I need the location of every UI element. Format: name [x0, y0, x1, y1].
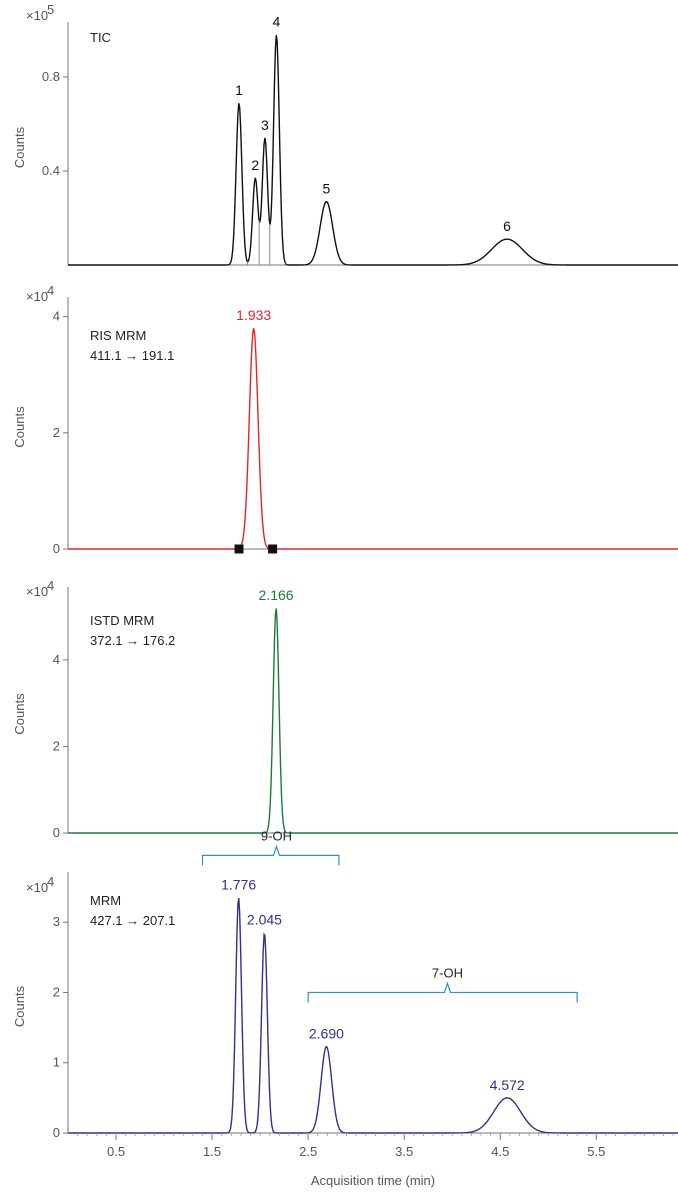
- y-tick-label: 0: [53, 825, 60, 840]
- y-multiplier: ×10: [26, 289, 48, 304]
- panel-title: TIC: [90, 30, 111, 45]
- peak-label: 2.690: [309, 1026, 344, 1042]
- y-tick-label: 2: [53, 738, 60, 753]
- y-axis-label: Counts: [12, 126, 27, 168]
- x-tick-label: 3.5: [395, 1144, 413, 1159]
- y-multiplier-exponent: 4: [47, 874, 54, 889]
- y-tick-label: 0: [53, 1125, 60, 1140]
- x-axis-label: Acquisition time (min): [311, 1173, 435, 1188]
- peak-label: 3: [261, 117, 269, 133]
- peak-label: 2.166: [259, 587, 294, 603]
- peak-label: 4.572: [490, 1077, 525, 1093]
- panel-4: 0 1 2 3 ×104 Counts MRM 427.1 → 207.1 1.776 2.045…: [12, 828, 678, 1188]
- y-multiplier-exponent: 5: [47, 2, 54, 17]
- y-tick-label: 3: [53, 914, 60, 929]
- y-tick-label: 0.4: [42, 163, 60, 178]
- panel-title: ISTD MRM: [90, 613, 154, 628]
- y-tick-label: 4: [53, 652, 60, 667]
- bracket-line: [307, 981, 578, 1003]
- y-tick-label: 2: [53, 984, 60, 999]
- peak-label: 2: [251, 157, 259, 173]
- series-line: [68, 328, 678, 550]
- y-multiplier: ×10: [26, 584, 48, 599]
- x-tick-label: 4.5: [491, 1144, 509, 1159]
- peak-label: 1.776: [221, 877, 256, 893]
- panel-title: RIS MRM: [90, 328, 146, 343]
- peak-label: 2.045: [247, 912, 282, 928]
- bracket-2: 7-OH: [307, 965, 578, 1003]
- mrm-transition: 427.1 → 207.1: [90, 913, 175, 928]
- series-line: [68, 608, 678, 834]
- bracket-line: [201, 844, 340, 866]
- peak-label: 6: [503, 218, 511, 234]
- y-multiplier-exponent: 4: [47, 283, 54, 298]
- bracket-label: 7-OH: [432, 965, 463, 980]
- integration-marker: [268, 544, 278, 554]
- y-multiplier: ×10: [26, 8, 48, 23]
- integration-marker: [234, 544, 244, 554]
- y-tick-label: 4: [53, 309, 60, 324]
- y-axis-label: Counts: [12, 406, 27, 448]
- y-tick-label: 1: [53, 1055, 60, 1070]
- y-multiplier: ×10: [26, 880, 48, 895]
- peak-label: 1.933: [236, 307, 271, 323]
- bracket-1: 9-OH: [201, 828, 340, 866]
- series-line: [68, 35, 678, 266]
- y-tick-label: 2: [53, 425, 60, 440]
- x-tick-label: 2.5: [299, 1144, 317, 1159]
- bracket-label: 9-OH: [261, 828, 292, 843]
- peak-label: 4: [273, 14, 281, 30]
- y-tick-label: 0.8: [42, 69, 60, 84]
- peak-label: 1: [235, 82, 243, 98]
- series-line: [68, 897, 678, 1134]
- panel-title: MRM: [90, 893, 121, 908]
- y-tick-label: 0: [53, 541, 60, 556]
- y-multiplier-exponent: 4: [47, 578, 54, 593]
- x-tick-label: 5.5: [587, 1144, 605, 1159]
- x-tick-label: 0.5: [107, 1144, 125, 1159]
- y-axis-label: Counts: [12, 985, 27, 1027]
- mrm-transition: 411.1 → 191.1: [90, 348, 174, 363]
- peak-label: 5: [323, 181, 331, 197]
- y-axis-label: Counts: [12, 693, 27, 735]
- x-tick-label: 1.5: [203, 1144, 221, 1159]
- mrm-transition: 372.1 → 176.2: [90, 633, 175, 648]
